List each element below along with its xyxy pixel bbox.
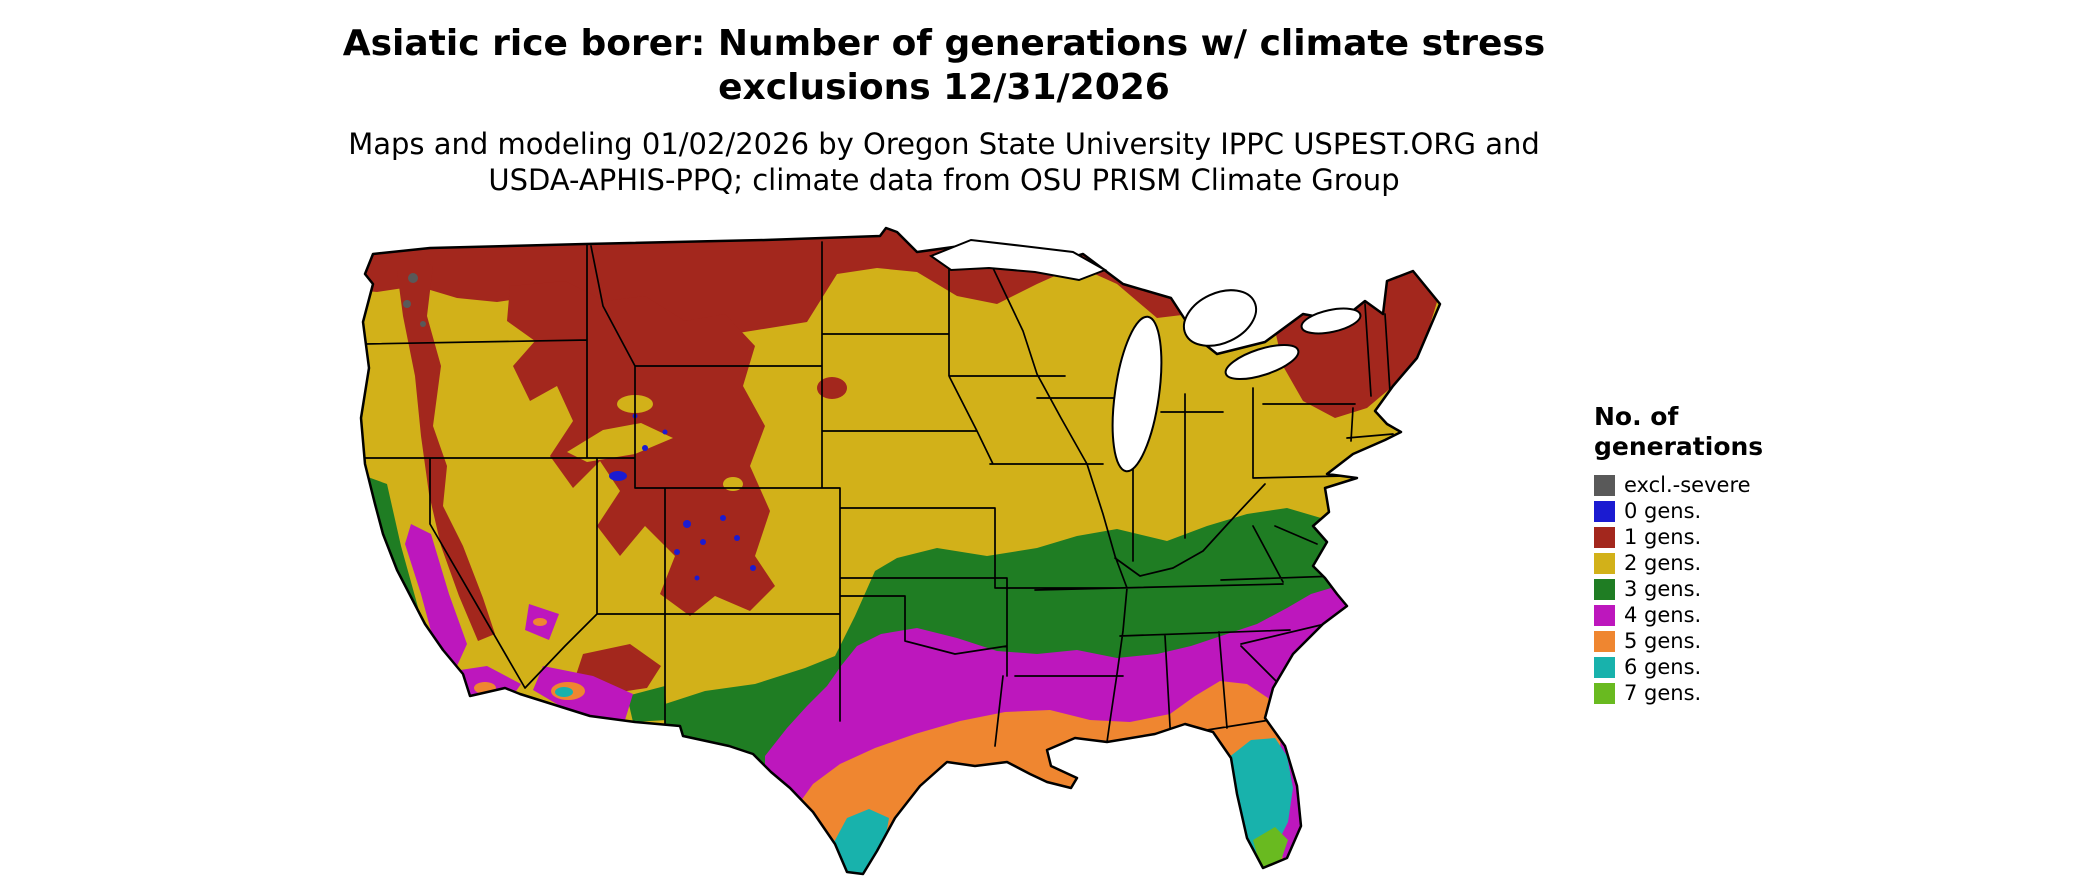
legend-item: excl.-severe [1594, 472, 1763, 498]
legend-swatch [1594, 630, 1615, 652]
legend-swatch [1594, 656, 1615, 678]
legend-items: excl.-severe 0 gens. 1 gens. 2 gens. 3 g… [1594, 472, 1763, 706]
legend-item: 2 gens. [1594, 550, 1763, 576]
lake-huron [1182, 289, 1258, 347]
legend-swatch [1594, 474, 1615, 496]
legend-item: 4 gens. [1594, 602, 1763, 628]
legend-item-label: 2 gens. [1624, 551, 1702, 575]
legend-swatch [1594, 526, 1615, 548]
region-2-gens-valleys [567, 395, 743, 491]
title-block: Asiatic rice borer: Number of generation… [0, 22, 1888, 198]
legend: No. of generations excl.-severe 0 gens. … [1594, 402, 1763, 706]
region-0-gens [609, 413, 756, 581]
legend-item-label: 0 gens. [1624, 499, 1702, 523]
lake-ontario [1300, 307, 1362, 335]
legend-title-line1: No. of [1594, 402, 1679, 431]
map-title-line1: Asiatic rice borer: Number of generation… [342, 23, 1546, 64]
legend-item: 3 gens. [1594, 576, 1763, 602]
region-7-gens [1253, 827, 1288, 869]
legend-swatch [1594, 578, 1615, 600]
us-generations-map [359, 226, 1442, 876]
map-subtitle-line1: Maps and modeling 01/02/2026 by Oregon S… [348, 127, 1540, 161]
legend-swatch [1594, 552, 1615, 574]
region-excl-severe [403, 273, 426, 327]
map-container [335, 226, 1553, 882]
legend-item: 5 gens. [1594, 628, 1763, 654]
us-outline [359, 226, 1442, 876]
legend-item: 0 gens. [1594, 498, 1763, 524]
legend-item-label: 1 gens. [1624, 525, 1702, 549]
legend-item-label: 3 gens. [1624, 577, 1702, 601]
legend-item-label: 7 gens. [1624, 681, 1702, 705]
legend-swatch [1594, 682, 1615, 704]
legend-item: 1 gens. [1594, 524, 1763, 550]
map-title-line2: exclusions 12/31/2026 [718, 67, 1170, 108]
lake-erie [1224, 343, 1300, 381]
legend-title: No. of generations [1594, 402, 1763, 462]
lake-superior [928, 238, 1108, 282]
legend-swatch [1594, 604, 1615, 626]
great-lakes [928, 238, 1362, 473]
lake-michigan [1111, 315, 1163, 473]
legend-title-line2: generations [1594, 432, 1764, 461]
state-borders [361, 237, 1394, 757]
map-subtitle-line2: USDA-APHIS-PPQ; climate data from OSU PR… [488, 163, 1400, 197]
legend-item-label: 6 gens. [1624, 655, 1702, 679]
map-fill-layers [361, 228, 1440, 874]
legend-item-label: 4 gens. [1624, 603, 1702, 627]
legend-item: 7 gens. [1594, 680, 1763, 706]
legend-item-label: excl.-severe [1624, 473, 1751, 497]
legend-item-label: 5 gens. [1624, 629, 1702, 653]
legend-item: 6 gens. [1594, 654, 1763, 680]
legend-swatch [1594, 500, 1615, 522]
